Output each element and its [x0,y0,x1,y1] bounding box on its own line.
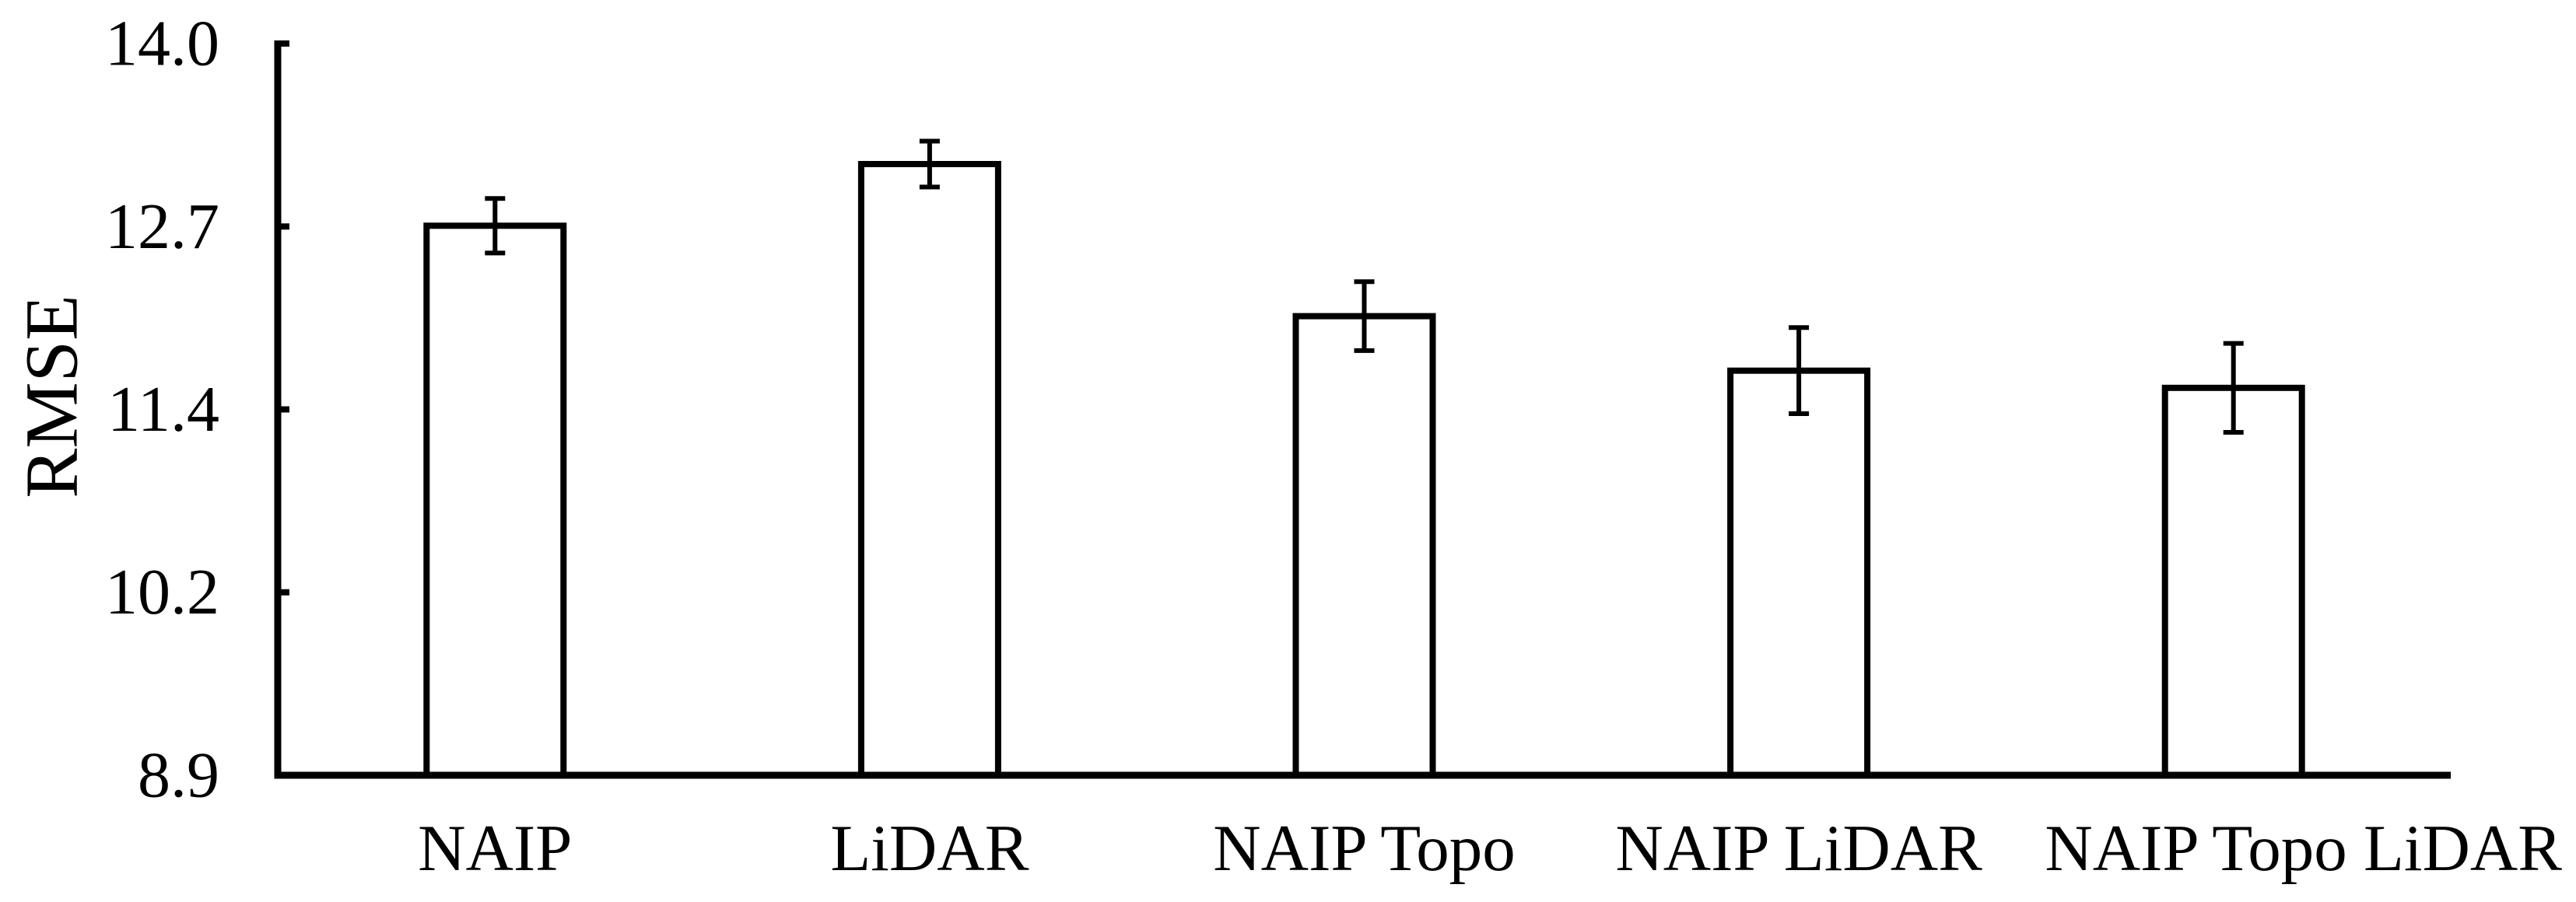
plot-area: 8.9 10.2 11.4 12.7 14.0 NAIP LiDAR NAIP Topo NAI… [105,8,2562,886]
x-category-label-naip-topo-lidar: NAIP Topo LiDAR [2045,812,2562,885]
error-bar-naip-topo [1354,279,1375,353]
error-bar-naip [485,196,506,256]
bar-lidar [857,161,1001,778]
y-tick-label: 11.4 [107,373,219,446]
bar-naip-topo [1292,313,1436,779]
x-category-label-naip-lidar: NAIP LiDAR [1615,812,1982,885]
error-bar-lidar [919,138,940,190]
error-bar-naip-topo-lidar [2223,341,2244,435]
x-category-label-naip-topo: NAIP Topo [1213,812,1515,885]
y-tick-label: 14.0 [105,8,219,80]
x-category-label-lidar: LiDAR [830,812,1029,885]
y-axis-title: RMSE [10,295,93,498]
error-bar-naip-lidar [1789,325,1810,416]
bar-naip-topo-lidar [2161,384,2305,778]
y-tick-label: 10.2 [105,556,219,628]
y-tick-label: 12.7 [105,191,219,263]
x-category-label-naip: NAIP [418,812,572,885]
y-tick-label: 8.9 [138,739,219,812]
bar-naip-lidar [1727,367,1871,778]
bar-naip [423,222,567,778]
